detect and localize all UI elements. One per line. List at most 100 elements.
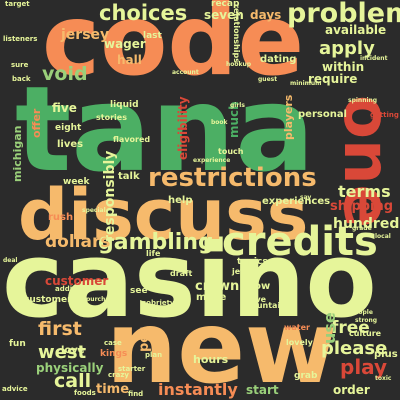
word-girls: girls xyxy=(230,102,245,109)
word-seven: seven xyxy=(204,8,244,22)
word-credits: credits xyxy=(222,219,378,265)
word-customers: customers xyxy=(24,295,77,305)
word-target: target xyxy=(5,0,30,8)
word-advice: advice xyxy=(2,385,28,393)
word-starter: starter xyxy=(118,365,146,373)
word-addiction: addiction xyxy=(55,285,92,293)
word-stories: stories xyxy=(96,113,127,122)
word-people: people xyxy=(350,309,373,316)
word-instantly: instantly xyxy=(158,380,238,399)
word-use: use xyxy=(320,312,339,344)
word-dive: dive xyxy=(247,295,267,304)
word-spinning: spinning xyxy=(348,97,378,104)
word-getting: getting xyxy=(370,111,399,119)
word-players: players xyxy=(282,94,295,140)
word-choices: choices xyxy=(99,1,188,25)
word-topics: topics xyxy=(237,257,268,267)
word-hundred: hundred xyxy=(333,216,400,232)
word-week: week xyxy=(63,177,90,187)
word-lovely: lovely xyxy=(286,338,313,347)
word-strong: strong xyxy=(355,317,378,324)
word-special: special xyxy=(82,207,106,214)
word-physically: physically xyxy=(36,361,104,375)
word-free: free xyxy=(331,318,370,338)
word-call: call xyxy=(54,370,92,392)
word-grab: grab xyxy=(294,371,318,381)
word-water: water xyxy=(284,323,310,332)
word-new: new xyxy=(106,289,338,400)
word-first: first xyxy=(38,318,82,340)
word-sure: sure xyxy=(11,61,29,69)
word-customer: customer xyxy=(45,274,109,288)
word-dollars: dollars xyxy=(45,232,111,252)
word-flavored: flavored xyxy=(113,135,151,144)
word-show: show xyxy=(241,281,271,292)
word-responsibly: responsibly xyxy=(102,150,118,242)
word-tana: tana xyxy=(15,60,315,198)
word-hookup: hookup xyxy=(226,61,252,68)
word-start: start xyxy=(246,383,279,397)
word-draft: draft xyxy=(170,269,193,278)
word-play: play xyxy=(340,355,388,379)
word-dating: dating xyxy=(260,54,297,65)
word-terms: terms xyxy=(338,182,391,201)
word-experiences: experiences xyxy=(262,196,331,207)
word-gambling: gambling xyxy=(98,230,214,255)
word-kings: kings xyxy=(100,349,128,359)
word-plan: plan xyxy=(145,351,163,359)
word-restrictions: restrictions xyxy=(148,163,317,193)
word-last: last xyxy=(143,31,162,41)
word-life: life xyxy=(146,249,161,258)
word-jersey: jersey xyxy=(61,27,110,43)
word-local: local xyxy=(375,233,391,240)
word-order: order xyxy=(333,383,370,397)
word-mountain: mountain xyxy=(243,301,286,310)
word-hall: hall xyxy=(117,53,142,67)
word-five: five xyxy=(52,101,77,115)
word-problem: problem xyxy=(287,0,400,29)
word-grade: grade xyxy=(352,225,372,232)
word-deal: deal xyxy=(3,257,18,264)
word-offer: offer xyxy=(30,108,43,138)
word-lives: lives xyxy=(57,139,84,150)
word-sobriety: sobriety xyxy=(142,299,175,307)
word-crown: crown xyxy=(195,279,240,294)
word-days: days xyxy=(250,8,282,22)
word-within: within xyxy=(322,60,365,74)
word-casino: casino xyxy=(2,219,377,341)
word-love: love xyxy=(61,345,85,356)
word-wager: wager xyxy=(104,37,146,51)
word-code: code xyxy=(42,0,305,98)
word-culture: culture xyxy=(349,329,382,338)
word-per: per xyxy=(137,327,152,352)
word-crazy: crazy xyxy=(108,371,129,379)
word-minimum: minimum xyxy=(290,80,322,87)
word-discuss: discuss xyxy=(18,174,309,256)
word-require: require xyxy=(308,72,358,86)
word-case: case xyxy=(104,339,122,347)
word-liquid: liquid xyxy=(110,100,139,110)
word-michigan: michigan xyxy=(11,125,24,182)
word-purchase: purchase xyxy=(86,296,118,303)
word-rush: rush xyxy=(48,212,74,223)
word-account: account xyxy=(172,69,199,76)
word-hours: hours xyxy=(193,353,229,366)
word-void: void xyxy=(42,63,88,85)
word-book: book xyxy=(211,119,228,126)
word-touch: touch xyxy=(218,147,244,156)
word-fun: fun xyxy=(9,339,26,349)
word-incident: incident xyxy=(360,55,388,62)
word-recap: recap xyxy=(211,0,240,9)
word-eligibility: eligibility xyxy=(176,96,190,160)
word-plus: plus xyxy=(374,349,398,360)
word-relationships: relationships xyxy=(232,4,241,63)
word-personal: personal xyxy=(298,109,347,120)
word-toxic: toxic xyxy=(375,375,392,382)
word-find: find xyxy=(128,390,144,398)
word-time: time xyxy=(96,382,130,397)
word-say: say xyxy=(300,194,312,201)
word-jeff: jeff xyxy=(232,267,247,276)
word-listeners: listeners xyxy=(3,35,38,43)
word-make: make xyxy=(196,292,227,303)
